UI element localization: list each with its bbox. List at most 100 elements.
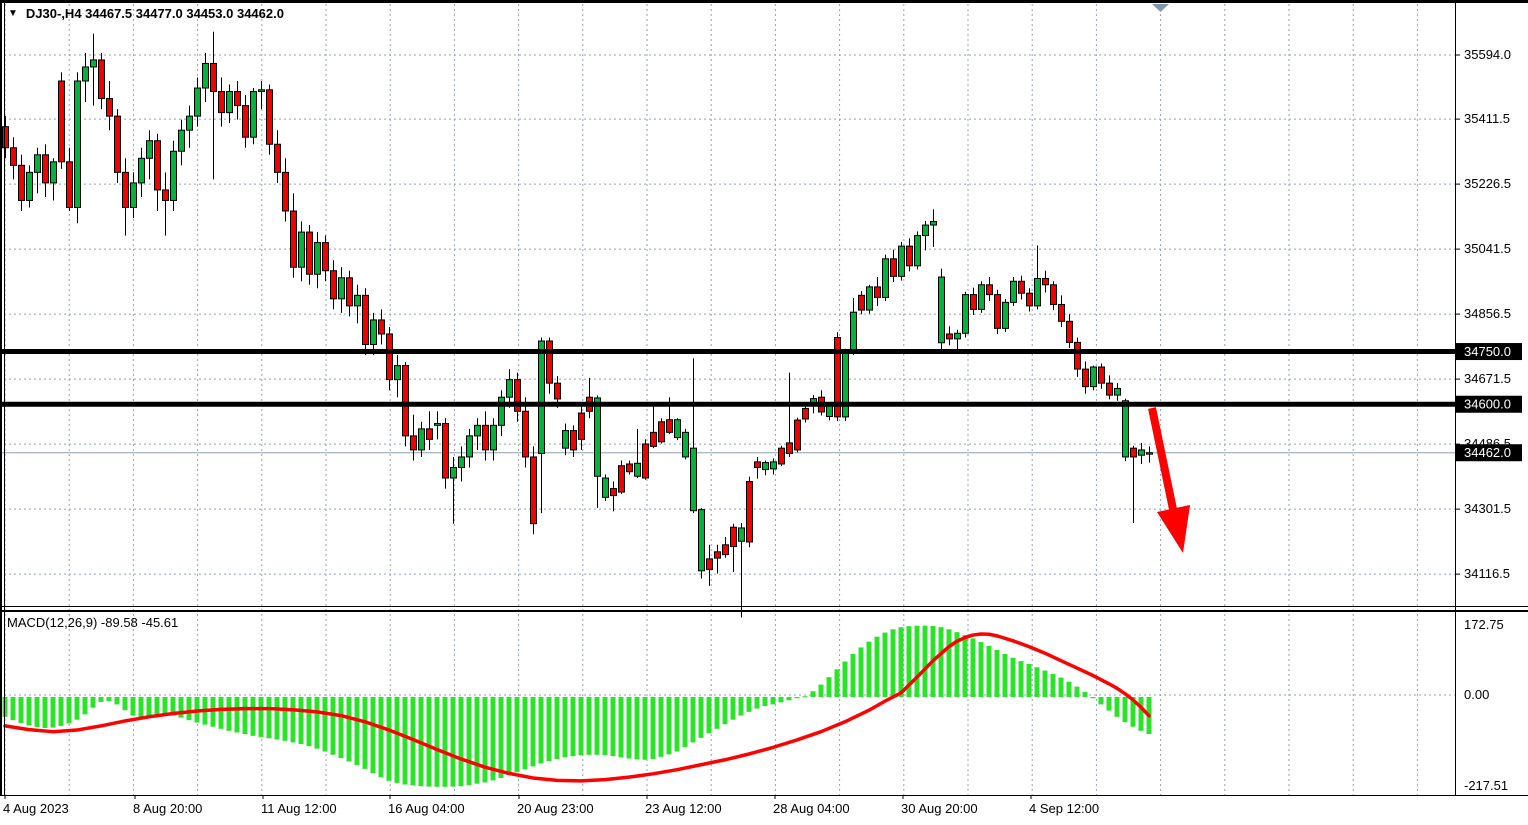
candlestick [674,419,681,439]
candlestick [362,294,369,346]
macd-histogram-bar [786,697,792,701]
macd-histogram-bar [1130,697,1136,727]
candlestick [458,456,465,468]
macd-histogram-bar [1042,670,1048,697]
candlestick [914,235,921,267]
macd-histogram-bar [170,697,176,716]
macd-histogram-bar [370,697,376,773]
candlestick [514,379,521,412]
macd-histogram-bar [1002,654,1008,697]
top-frame [0,0,1528,3]
macd-histogram-bar [282,697,288,741]
candlestick [58,80,65,163]
macd-histogram-bar [514,697,520,773]
candlestick [634,462,641,477]
macd-histogram-bar [66,697,72,724]
macd-histogram-bar [802,696,808,698]
macd-histogram-bar [1122,697,1128,723]
candlestick [850,311,857,353]
price-badge[interactable] [1456,343,1522,361]
date-axis-label: 20 Aug 23:00 [517,801,594,816]
macd-histogram-bar [554,697,560,759]
macd-histogram-bar [506,697,512,776]
macd-histogram-bar [914,625,920,697]
macd-histogram-bar [898,627,904,697]
macd-histogram-bar [1050,673,1056,697]
candlestick [778,447,785,465]
candlestick [994,294,1001,329]
scroll-to-end-marker[interactable] [1152,4,1169,12]
price-badge[interactable] [1456,444,1522,462]
candlestick [410,435,417,451]
date-axis-label: 30 Aug 20:00 [901,801,978,816]
candlestick [882,258,889,298]
macd-histogram-bar [274,697,280,740]
macd-histogram-bar [1058,677,1064,697]
macd-histogram-bar [778,697,784,703]
candlestick [394,365,401,381]
macd-histogram-bar [706,697,712,734]
candlestick [666,419,673,433]
candlestick [90,59,97,68]
candlestick [626,463,633,473]
candlestick [106,98,113,117]
macd-histogram-bar [346,697,352,762]
date-axis-label: 11 Aug 12:00 [261,801,337,816]
candlestick [18,164,25,201]
candlestick [42,154,49,184]
candlestick [442,423,449,479]
candlestick [858,294,865,311]
macd-histogram-bar [322,697,328,752]
price-axis-label: 35594.0 [1464,47,1511,62]
macd-histogram-bar [1074,686,1080,697]
macd-histogram-bar [146,697,152,718]
macd-histogram-bar [138,697,144,719]
macd-axis-label: 0.00 [1464,687,1489,702]
candlestick [10,147,17,166]
date-axis-label: 8 Aug 20:00 [133,801,202,816]
macd-histogram-bar [298,697,304,745]
candlestick [1138,449,1145,456]
collapse-indicator-icon[interactable]: ▼ [8,7,18,19]
candlestick [842,351,849,418]
macd-histogram-bar [474,697,480,784]
candlestick [930,221,937,226]
macd-axis-label: 172.75 [1464,617,1504,632]
candlestick [378,319,385,335]
candlestick [1002,301,1009,329]
candlestick [658,421,665,443]
candlestick [1058,303,1065,322]
candlestick [786,442,793,454]
candlestick [402,365,409,437]
macd-histogram-bar [994,649,1000,697]
macd-histogram-bar [490,697,496,781]
macd-histogram-bar [34,697,40,728]
candlestick [82,66,89,82]
trend-arrow-head[interactable] [1157,505,1190,553]
macd-histogram-bar [762,697,768,707]
candlestick [122,171,129,208]
candlestick [274,143,281,173]
macd-histogram-bar [210,697,216,727]
date-axis-label: 23 Aug 12:00 [645,801,722,816]
macd-histogram-bar [122,697,128,711]
candlestick [834,336,841,418]
price-badge[interactable] [1456,395,1522,413]
macd-histogram-bar [722,697,728,725]
candlestick [130,182,137,208]
macd-histogram-bar [674,697,680,752]
trend-arrow-shaft[interactable] [1148,407,1178,515]
chart-title: DJ30-,H4 34467.5 34477.0 34453.0 34462.0 [25,6,284,21]
macd-histogram-bar [586,697,592,755]
macd-histogram-bar [130,697,136,716]
macd-histogram-bar [218,697,224,729]
macd-histogram-bar [250,697,256,736]
macd-histogram-bar [498,697,504,778]
candlestick [178,129,185,152]
candlestick [1130,447,1137,458]
macd-histogram-bar [1082,692,1088,697]
macd-histogram-bar [1066,681,1072,697]
candlestick [210,62,217,93]
candlestick [866,286,873,311]
